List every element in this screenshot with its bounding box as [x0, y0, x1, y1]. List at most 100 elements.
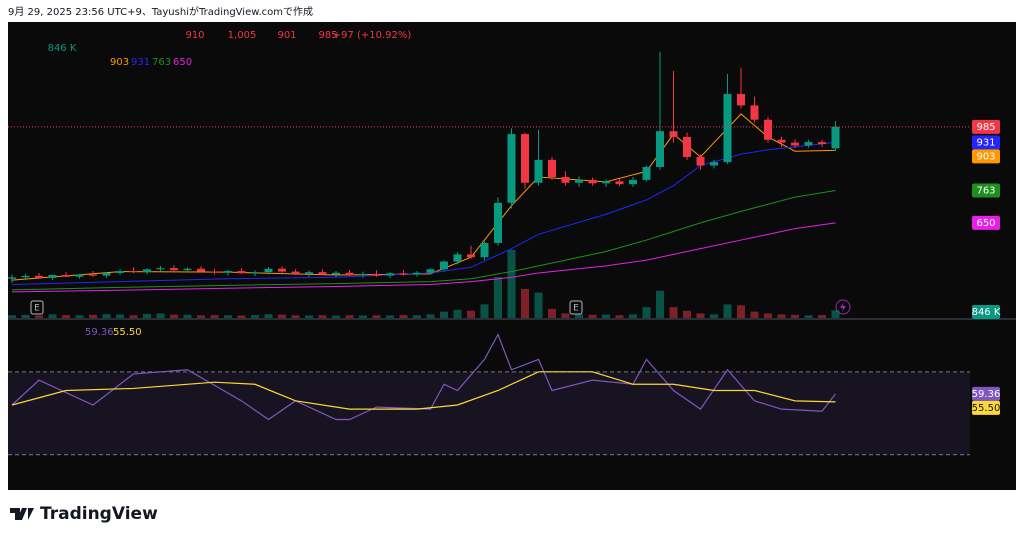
ohlc-legend: 910 — [185, 30, 204, 41]
volume-bar — [35, 315, 43, 318]
volume-bar — [89, 314, 97, 318]
svg-text:E: E — [34, 304, 40, 314]
price-label-bg — [972, 386, 1000, 401]
price-label-bg — [972, 149, 1000, 164]
candle-body — [332, 272, 340, 275]
volume-bar — [791, 314, 799, 318]
ma-legend: 650 — [173, 57, 192, 68]
candle-body — [480, 242, 489, 258]
volume-bar — [426, 314, 435, 318]
ohlc-legend: 985 — [318, 30, 337, 41]
candle-body — [494, 202, 502, 243]
volume-bar — [143, 313, 151, 318]
candle-body — [426, 269, 435, 273]
volume-bar — [75, 315, 84, 318]
candle-body — [588, 179, 597, 184]
price-label-bg — [972, 135, 1000, 150]
volume-bar — [750, 311, 759, 318]
candle-body — [318, 272, 327, 275]
candle-body — [656, 131, 664, 167]
volume-bar — [521, 288, 529, 318]
volume-bar — [278, 314, 286, 318]
candle-body — [359, 273, 367, 276]
candle-body — [602, 181, 610, 184]
candle-body — [791, 142, 799, 146]
moving-average — [11, 222, 836, 293]
price-label-bg — [972, 215, 1000, 230]
volume-bar — [399, 315, 408, 318]
volume-bar — [710, 314, 718, 318]
volume-bar — [696, 313, 705, 318]
volume-bar — [170, 314, 178, 318]
candle-body — [453, 254, 462, 262]
volume-bar — [305, 315, 313, 318]
volume-bar — [183, 314, 192, 318]
volume-bar — [818, 315, 826, 318]
volume-legend: 846 K — [48, 43, 77, 54]
ma-legend: 763 — [152, 57, 171, 68]
candle-body — [764, 119, 772, 140]
candle-body — [170, 268, 178, 271]
candle-body — [561, 177, 570, 183]
candle-body — [683, 136, 691, 157]
brand-logo — [10, 508, 34, 520]
candle-body — [831, 126, 840, 149]
candle-body — [467, 254, 475, 258]
volume-bar — [588, 314, 597, 318]
volume-bar — [129, 315, 138, 318]
candle-body — [48, 275, 57, 278]
volume-bar — [116, 314, 124, 318]
rsi-band — [8, 371, 970, 455]
volume-bar — [561, 313, 570, 318]
volume-bar — [413, 315, 421, 318]
ma-legend: 931 — [131, 57, 150, 68]
brand: TradingView — [40, 504, 158, 524]
volume-bar — [831, 310, 840, 318]
candle-body — [548, 159, 556, 178]
volume-bar — [197, 315, 205, 318]
ohlc-legend: 1,005 — [228, 30, 257, 41]
volume-bar — [237, 315, 246, 318]
volume-bar — [683, 310, 691, 318]
candle-body — [669, 131, 678, 137]
candle-body — [251, 272, 259, 274]
candle-body — [629, 179, 637, 185]
candle-body — [615, 181, 624, 185]
volume-bar — [264, 314, 273, 318]
candle-body — [21, 275, 30, 278]
volume-bar — [602, 314, 610, 318]
volume-bar — [386, 315, 394, 318]
volume-bar — [62, 315, 70, 318]
volume-bar — [534, 292, 543, 318]
candle-body — [723, 93, 732, 163]
moving-average — [11, 141, 836, 285]
candle-body — [129, 271, 138, 273]
volume-bar — [102, 314, 111, 318]
candle-body — [399, 273, 408, 275]
volume-bar — [467, 310, 475, 318]
price-label-bg — [972, 400, 1000, 415]
candle-body — [818, 142, 826, 145]
volume-bar — [629, 314, 637, 318]
ohlc-legend: +97 (+10.92%) — [333, 30, 412, 41]
volume-bar — [669, 307, 678, 318]
rsi-line — [11, 333, 836, 421]
ohlc-legend: 901 — [277, 30, 296, 41]
candle-body — [291, 271, 300, 274]
earnings-badge: E E — [30, 299, 851, 315]
candle-body — [804, 142, 813, 146]
candle-body — [143, 269, 151, 273]
price-label: 903 — [976, 151, 995, 162]
volume-bar — [48, 314, 57, 318]
candle-body — [386, 273, 394, 276]
candle-body — [413, 272, 421, 275]
volume-bar — [156, 313, 165, 318]
volume-bar — [210, 315, 219, 318]
volume-bar — [251, 315, 259, 318]
candle-body — [521, 134, 529, 183]
volume-bar — [359, 315, 367, 318]
price-label-bg — [972, 305, 1000, 319]
candle-body — [534, 159, 543, 183]
candle-body — [210, 271, 219, 273]
